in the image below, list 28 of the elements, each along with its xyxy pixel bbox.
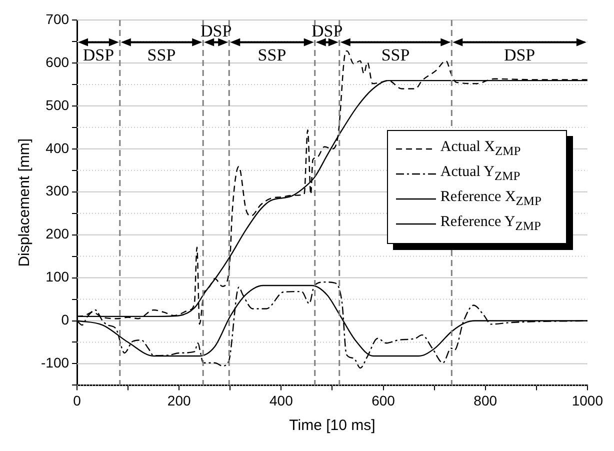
annotation: DSP: [200, 22, 232, 41]
y-tick-label: 400: [46, 140, 70, 156]
x-tick-label: 200: [167, 392, 191, 408]
x-tick-label: 800: [474, 392, 498, 408]
y-tick-label: 300: [46, 182, 70, 199]
y-tick-label: -100: [40, 354, 70, 371]
annotation: SSP: [147, 46, 176, 65]
y-tick-label: 0: [61, 312, 70, 328]
y-tick-label: 200: [46, 226, 70, 242]
y-tick-label: 100: [46, 268, 70, 285]
y-axis-title: Displacement [mm]: [16, 138, 34, 267]
x-tick-label: 1000: [572, 392, 604, 408]
legend-label: Reference X$_{ZMP}$: [440, 188, 542, 210]
legend-label: Actual X$_{ZMP}$: [440, 138, 521, 160]
annotation: DSP: [82, 46, 114, 65]
annotation: SSP: [381, 46, 410, 65]
x-tick-label: 600: [372, 392, 396, 408]
y-tick-label: 700: [46, 10, 70, 27]
x-tick-label: 0: [73, 392, 82, 408]
annotation: DSP: [312, 22, 343, 41]
y-tick-label: 500: [46, 96, 70, 113]
legend-label: Reference Y$_{ZMP}$: [440, 212, 541, 235]
x-tick-label: 400: [270, 392, 294, 408]
annotation: DSP: [504, 46, 536, 65]
x-axis-title: Time [10 ms]: [289, 417, 376, 434]
annotation: SSP: [258, 46, 286, 65]
legend-label: Actual Y$_{ZMP}$: [440, 162, 520, 185]
y-tick-label: 600: [46, 54, 70, 70]
